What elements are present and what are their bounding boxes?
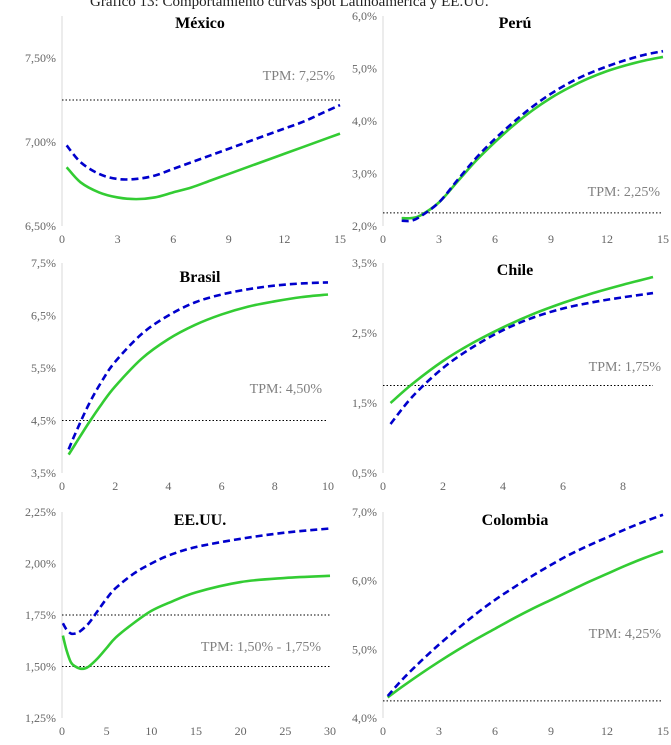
y-tick-label: 6,50% bbox=[25, 219, 56, 233]
x-tick-label: 6 bbox=[219, 479, 225, 493]
x-tick-label: 15 bbox=[657, 724, 669, 738]
y-tick-label: 3,5% bbox=[352, 256, 377, 270]
x-tick-label: 25 bbox=[279, 724, 291, 738]
series-line-dashed bbox=[65, 103, 341, 181]
chart-peru: 2,0% 3,0% 4,0% 5,0% 6,0% 0 3 6 9 12 15 Perú TPM: 2,2… bbox=[352, 9, 669, 246]
x-tick-label: 8 bbox=[620, 479, 626, 493]
y-tick-label: 2,25% bbox=[25, 505, 56, 519]
y-tick-label: 7,00% bbox=[25, 135, 56, 149]
tpm-annotation: TPM: 4,25% bbox=[589, 627, 662, 642]
chart-brasil: 3,5% 4,5% 5,5% 6,5% 7,5% 0 2 4 6 8 10 Brasil TPM: 4,… bbox=[31, 256, 334, 493]
y-tick-label: 1,5% bbox=[352, 396, 377, 410]
y-tick-label: 0,5% bbox=[352, 466, 377, 480]
x-tick-label: 15 bbox=[190, 724, 202, 738]
chart-chile: 0,5% 1,5% 2,5% 3,5% 0 2 4 6 8 Chile TPM: 1,75% bbox=[352, 256, 662, 493]
x-tick-label: 9 bbox=[548, 724, 554, 738]
x-tick-label: 12 bbox=[278, 232, 290, 246]
x-tick-label: 10 bbox=[145, 724, 157, 738]
chart-title: Chile bbox=[497, 262, 533, 279]
tpm-annotation: TPM: 1,50% - 1,75% bbox=[201, 640, 322, 655]
y-tick-label: 3,0% bbox=[352, 167, 377, 181]
series-line-dashed bbox=[67, 281, 329, 450]
y-tick-label: 1,25% bbox=[25, 711, 56, 725]
x-tick-label: 6 bbox=[492, 724, 498, 738]
chart-colombia: 4,0% 5,0% 6,0% 7,0% 0 3 6 9 12 15 Colombia TPM: 4,2… bbox=[352, 505, 669, 738]
series-line-solid bbox=[386, 549, 664, 699]
y-tick-label: 7,5% bbox=[31, 256, 56, 270]
y-tick-label: 7,0% bbox=[352, 505, 377, 519]
y-tick-label: 2,0% bbox=[352, 219, 377, 233]
y-tick-label: 4,0% bbox=[352, 711, 377, 725]
x-tick-label: 6 bbox=[492, 232, 498, 246]
x-tick-label: 9 bbox=[226, 232, 232, 246]
series-line-solid bbox=[61, 574, 331, 671]
x-tick-label: 6 bbox=[170, 232, 176, 246]
series-line-dashed bbox=[386, 513, 664, 697]
x-tick-label: 3 bbox=[436, 232, 442, 246]
chart-title: Brasil bbox=[180, 269, 221, 286]
x-tick-label: 0 bbox=[59, 724, 65, 738]
y-tick-label: 4,5% bbox=[31, 414, 56, 428]
y-tick-label: 5,0% bbox=[352, 642, 377, 656]
series-line-solid bbox=[65, 132, 341, 201]
y-tick-label: 3,5% bbox=[31, 466, 56, 480]
y-tick-label: 6,0% bbox=[352, 9, 377, 23]
x-tick-label: 4 bbox=[165, 479, 171, 493]
y-tick-label: 1,75% bbox=[25, 608, 56, 622]
y-tick-label: 6,5% bbox=[31, 309, 56, 323]
x-tick-label: 30 bbox=[324, 724, 336, 738]
series-line-solid bbox=[389, 275, 654, 404]
x-tick-label: 0 bbox=[59, 479, 65, 493]
series-line-dashed bbox=[61, 527, 331, 636]
chart-title: Perú bbox=[499, 15, 532, 32]
y-tick-label: 1,50% bbox=[25, 660, 56, 674]
tpm-annotation: TPM: 7,25% bbox=[263, 69, 336, 84]
x-tick-label: 2 bbox=[112, 479, 118, 493]
x-tick-label: 5 bbox=[104, 724, 110, 738]
x-tick-label: 0 bbox=[380, 724, 386, 738]
chart-title: México bbox=[175, 15, 225, 32]
x-tick-label: 6 bbox=[560, 479, 566, 493]
x-tick-label: 0 bbox=[59, 232, 65, 246]
y-tick-label: 4,0% bbox=[352, 114, 377, 128]
y-tick-label: 6,0% bbox=[352, 574, 377, 588]
chart-title: EE.UU. bbox=[174, 512, 226, 529]
x-tick-label: 12 bbox=[601, 724, 613, 738]
figure-title: Gráfico 13: Comportamiento curvas spot L… bbox=[90, 0, 489, 10]
x-tick-label: 12 bbox=[601, 232, 613, 246]
series-line-dashed bbox=[401, 49, 664, 223]
x-tick-label: 10 bbox=[322, 479, 334, 493]
series-line-solid bbox=[401, 55, 664, 220]
chart-title: Colombia bbox=[482, 512, 549, 529]
chart-mexico: 6,50% 7,00% 7,50% 0 3 6 9 12 15 México TPM: 7,25% bbox=[25, 15, 346, 246]
y-tick-label: 2,00% bbox=[25, 557, 56, 571]
x-tick-label: 20 bbox=[235, 724, 247, 738]
y-tick-label: 5,5% bbox=[31, 361, 56, 375]
x-tick-label: 15 bbox=[657, 232, 669, 246]
x-tick-label: 8 bbox=[272, 479, 278, 493]
x-tick-label: 0 bbox=[380, 232, 386, 246]
tpm-annotation: TPM: 4,50% bbox=[250, 382, 323, 397]
y-tick-label: 5,0% bbox=[352, 62, 377, 76]
y-tick-label: 7,50% bbox=[25, 51, 56, 65]
series-line-dashed bbox=[389, 291, 654, 425]
y-tick-label: 2,5% bbox=[352, 326, 377, 340]
tpm-annotation: TPM: 2,25% bbox=[588, 185, 661, 200]
x-tick-label: 3 bbox=[115, 232, 121, 246]
x-tick-label: 9 bbox=[548, 232, 554, 246]
x-tick-label: 3 bbox=[436, 724, 442, 738]
x-tick-label: 2 bbox=[440, 479, 446, 493]
x-tick-label: 15 bbox=[334, 232, 346, 246]
x-tick-label: 4 bbox=[500, 479, 506, 493]
chart-eeuu: 1,25% 1,50% 1,75% 2,00% 2,25% 0 5 10 15 20 25 30 EE.… bbox=[25, 505, 336, 738]
tpm-annotation: TPM: 1,75% bbox=[589, 360, 662, 375]
x-tick-label: 0 bbox=[380, 479, 386, 493]
series-line-solid bbox=[67, 293, 329, 456]
